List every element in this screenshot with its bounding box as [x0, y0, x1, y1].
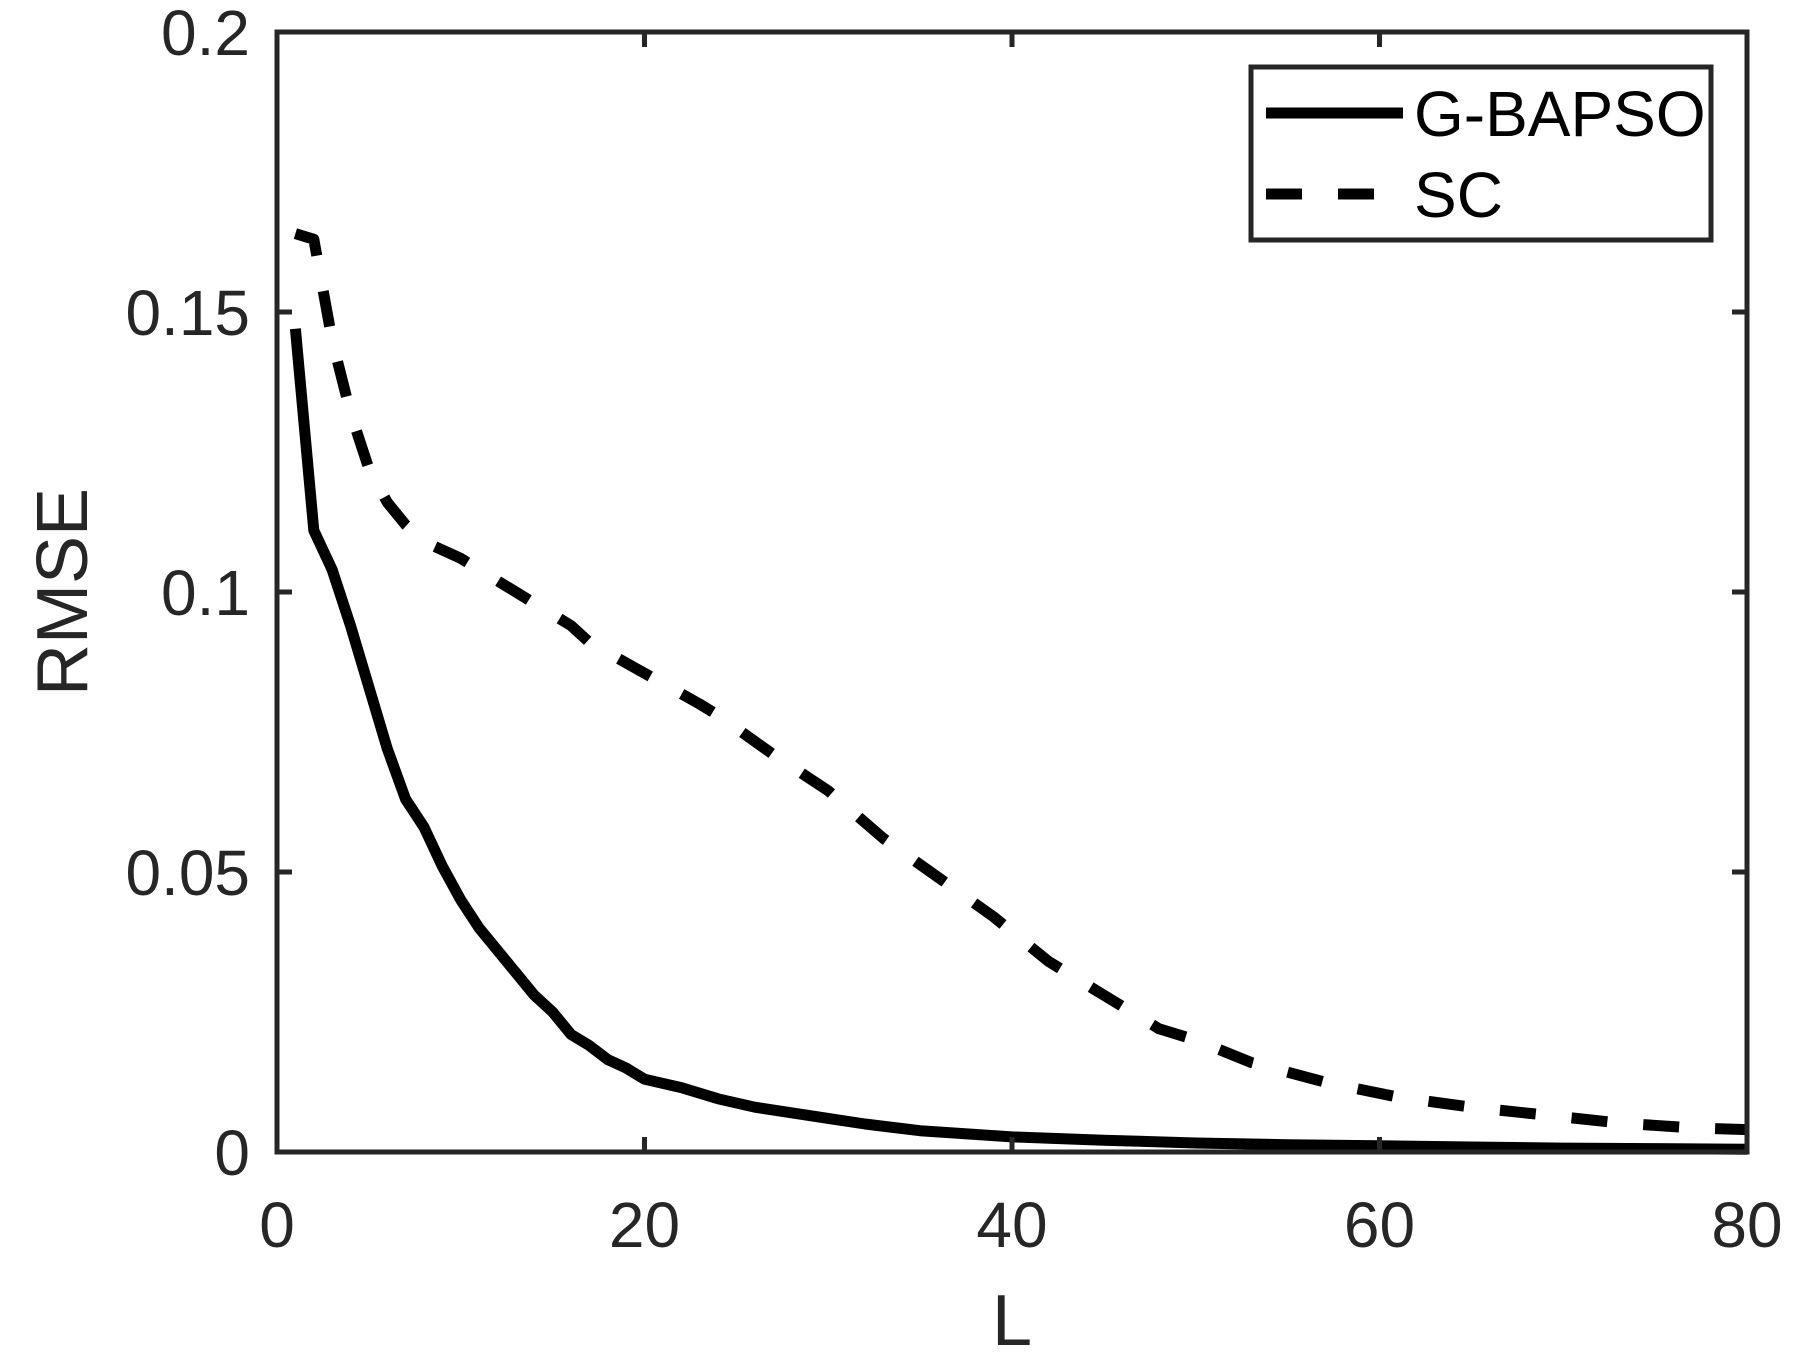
x-tick-label: 40 — [976, 1189, 1047, 1261]
sc-dashed-line — [293, 228, 1748, 1136]
x-tick-label: 20 — [609, 1189, 680, 1261]
legend: G-BAPSO SC — [1248, 64, 1714, 243]
y-tick-label: 0.1 — [161, 557, 250, 629]
x-axis-ticks — [274, 32, 1750, 1152]
x-tick-label: 0 — [259, 1189, 295, 1261]
x-axis-label: L — [992, 1281, 1032, 1360]
y-tick-label: 0.2 — [161, 0, 250, 69]
y-tick-label: 0.15 — [125, 277, 250, 349]
legend-box — [1248, 64, 1714, 243]
y-tick-label: 0.05 — [125, 837, 250, 909]
x-tick-labels: 0 20 40 60 80 — [259, 1189, 1782, 1261]
x-tick-label: 80 — [1711, 1189, 1782, 1261]
g-bapso-line — [289, 328, 1748, 1155]
y-tick-label: 0 — [214, 1117, 250, 1189]
y-tick-labels: 0 0.05 0.1 0.15 0.2 — [125, 0, 250, 1189]
legend-label-g-bapso: G-BAPSO — [1414, 78, 1706, 150]
legend-label-sc: SC — [1414, 159, 1503, 231]
y-axis-ticks — [277, 29, 1747, 1155]
y-axis-label: RMSE — [23, 488, 103, 696]
series-layer — [289, 228, 1748, 1155]
x-tick-label: 60 — [1344, 1189, 1415, 1261]
